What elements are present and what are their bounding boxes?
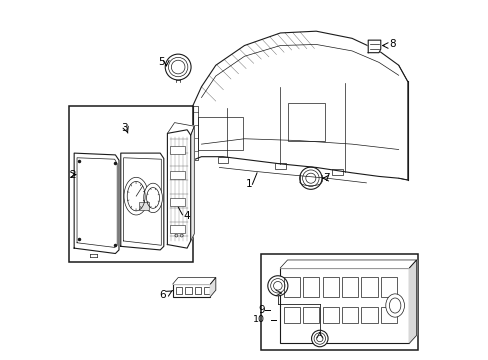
Bar bbox=[198, 117, 242, 149]
Polygon shape bbox=[280, 260, 416, 268]
Text: 4: 4 bbox=[183, 211, 189, 221]
Bar bbox=[260, 253, 418, 350]
Polygon shape bbox=[367, 40, 380, 53]
Ellipse shape bbox=[385, 294, 404, 317]
Text: 1: 1 bbox=[245, 179, 252, 189]
Bar bbox=[341, 277, 357, 297]
Polygon shape bbox=[167, 123, 194, 135]
Bar bbox=[361, 307, 377, 323]
Bar bbox=[217, 157, 228, 163]
Bar bbox=[361, 277, 377, 297]
Text: 3: 3 bbox=[121, 123, 127, 133]
Bar bbox=[284, 277, 300, 297]
Ellipse shape bbox=[143, 183, 162, 213]
Text: 5: 5 bbox=[158, 57, 164, 67]
Bar bbox=[380, 307, 396, 323]
Bar bbox=[203, 287, 210, 294]
Bar bbox=[175, 287, 182, 294]
Bar bbox=[172, 284, 210, 297]
Text: 8: 8 bbox=[389, 40, 396, 49]
Text: 7: 7 bbox=[323, 173, 329, 183]
Polygon shape bbox=[190, 126, 194, 241]
Bar bbox=[322, 307, 338, 323]
Polygon shape bbox=[408, 260, 416, 343]
Bar bbox=[170, 171, 185, 179]
Bar bbox=[170, 198, 185, 206]
Ellipse shape bbox=[165, 54, 191, 80]
Ellipse shape bbox=[267, 276, 287, 296]
Ellipse shape bbox=[124, 177, 148, 215]
Bar bbox=[170, 225, 185, 233]
Bar bbox=[287, 103, 325, 140]
Polygon shape bbox=[172, 278, 215, 284]
Text: 2: 2 bbox=[69, 170, 76, 180]
Bar bbox=[332, 168, 343, 175]
Ellipse shape bbox=[299, 167, 321, 189]
Bar bbox=[322, 277, 338, 297]
Text: 6: 6 bbox=[160, 291, 166, 301]
Bar bbox=[139, 202, 149, 211]
Ellipse shape bbox=[311, 330, 327, 347]
Polygon shape bbox=[167, 130, 190, 248]
Bar bbox=[380, 277, 396, 297]
Bar bbox=[185, 287, 191, 294]
Bar bbox=[303, 307, 319, 323]
Bar bbox=[341, 307, 357, 323]
Text: 9: 9 bbox=[258, 305, 265, 315]
Bar bbox=[280, 268, 408, 343]
Bar bbox=[194, 287, 201, 294]
Bar bbox=[303, 277, 319, 297]
Bar bbox=[284, 307, 300, 323]
Polygon shape bbox=[121, 153, 163, 250]
Bar bbox=[69, 107, 192, 262]
Text: 10: 10 bbox=[253, 315, 265, 324]
Polygon shape bbox=[74, 153, 119, 253]
Bar bbox=[170, 146, 185, 154]
Bar bbox=[274, 163, 285, 169]
Polygon shape bbox=[210, 278, 215, 297]
